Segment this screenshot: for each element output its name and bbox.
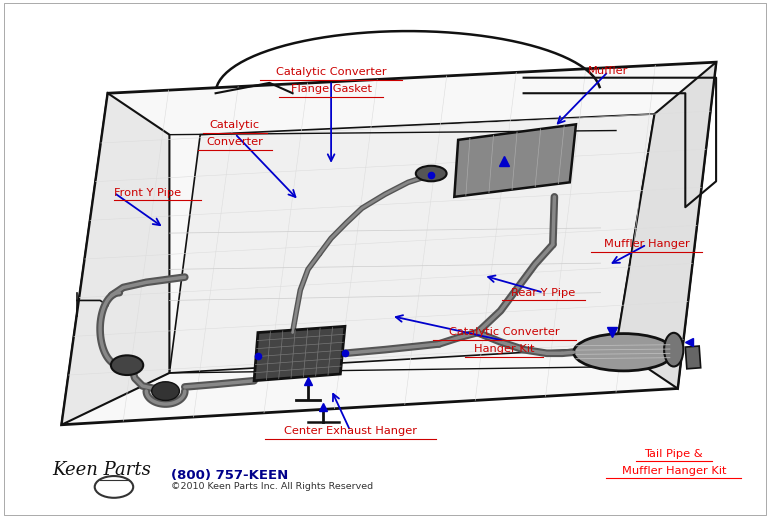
Text: Muffler Hanger: Muffler Hanger (604, 239, 690, 250)
Text: (800) 757-KEEN: (800) 757-KEEN (171, 469, 288, 482)
Ellipse shape (111, 355, 143, 375)
Text: Hanger Kit: Hanger Kit (474, 344, 534, 354)
Polygon shape (169, 114, 654, 373)
Text: Tail Pipe &: Tail Pipe & (644, 449, 703, 458)
Text: Center Exhaust Hanger: Center Exhaust Hanger (284, 426, 417, 436)
Text: Catalytic Converter: Catalytic Converter (449, 327, 560, 337)
Ellipse shape (416, 166, 447, 181)
Text: Front Y Pipe: Front Y Pipe (114, 188, 181, 198)
Text: Rear Y Pipe: Rear Y Pipe (511, 287, 576, 298)
Polygon shape (454, 124, 576, 197)
Text: Flange Gasket: Flange Gasket (290, 84, 372, 94)
Polygon shape (62, 93, 169, 425)
Polygon shape (685, 346, 701, 369)
Text: Muffler Hanger Kit: Muffler Hanger Kit (621, 466, 726, 476)
Ellipse shape (664, 333, 684, 367)
Text: Catalytic Converter: Catalytic Converter (276, 67, 387, 77)
Ellipse shape (574, 334, 674, 371)
Polygon shape (616, 62, 716, 388)
Polygon shape (254, 326, 345, 381)
Polygon shape (62, 62, 716, 425)
Text: Muffler: Muffler (588, 66, 628, 77)
Text: Converter: Converter (206, 137, 263, 147)
Text: Keen Parts: Keen Parts (52, 462, 151, 479)
Text: Catalytic: Catalytic (209, 120, 260, 130)
Circle shape (152, 382, 179, 400)
Text: ©2010 Keen Parts Inc. All Rights Reserved: ©2010 Keen Parts Inc. All Rights Reserve… (171, 482, 373, 492)
